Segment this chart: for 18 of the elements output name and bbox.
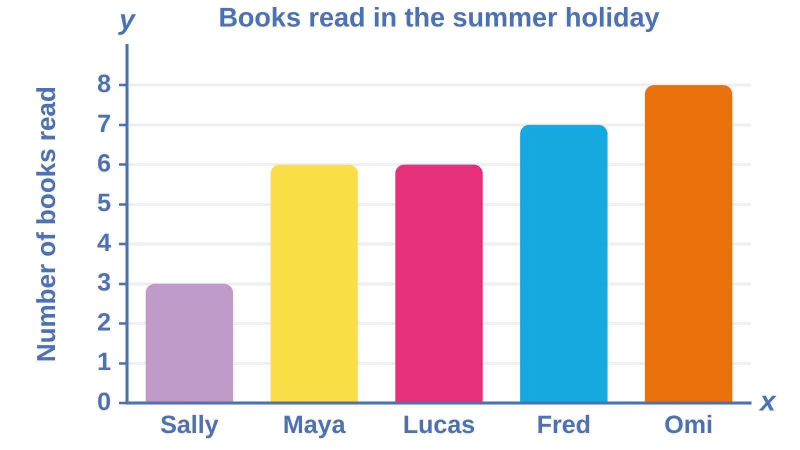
text: y — [117, 4, 136, 36]
chart-title: Books read in the summer holiday — [218, 2, 660, 33]
y-tick-label: 6 — [97, 149, 111, 178]
y-tick-label: 7 — [97, 110, 111, 138]
x-tick-label: Sally — [160, 410, 219, 439]
y-tick-label: 4 — [97, 228, 112, 257]
y-tick-label: 3 — [97, 268, 111, 297]
y-tick-label: 8 — [97, 70, 112, 98]
x-axis-title: x — [758, 386, 777, 417]
y-tick-label: 2 — [97, 308, 111, 336]
x-tick-label: Maya — [282, 410, 347, 439]
y-tick-label: 0 — [97, 388, 111, 416]
y-tick-label: 1 — [97, 348, 112, 376]
x-tick-label: Fred — [536, 410, 591, 439]
y-axis-title: Number of books read — [30, 86, 61, 362]
x-tick-label: Omi — [664, 410, 713, 439]
x-tick-label: Lucas — [402, 410, 476, 439]
y-tick-label: 5 — [97, 189, 112, 218]
